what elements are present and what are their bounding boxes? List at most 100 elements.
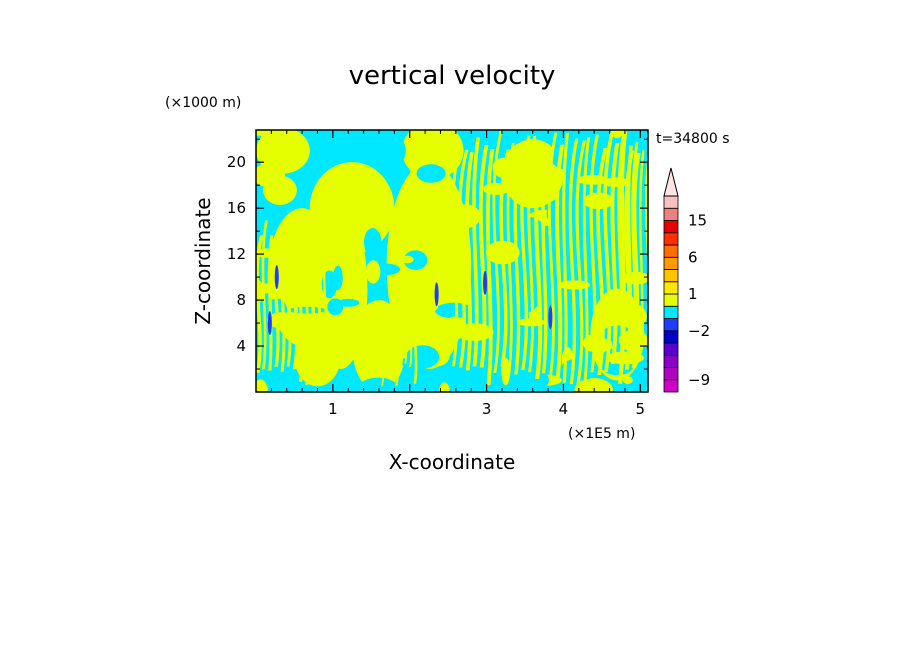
field-stripe — [380, 306, 386, 386]
field-blob — [256, 163, 286, 188]
field-blob — [335, 312, 372, 329]
field-stripe — [485, 149, 495, 386]
y-tick-label: 12 — [227, 245, 246, 263]
field-stripe — [280, 224, 287, 372]
field-stripe — [408, 312, 414, 368]
field-blob — [365, 260, 381, 284]
field-blob — [605, 351, 645, 365]
field-stripe — [547, 132, 558, 379]
field-stripe — [390, 303, 395, 369]
field-blob — [337, 298, 360, 307]
colorbar-level — [663, 330, 679, 344]
x-tick-label: 3 — [482, 400, 492, 418]
field-stripe — [527, 135, 537, 373]
field-blob — [523, 370, 549, 391]
field-stripe — [575, 140, 586, 384]
field-stripe — [367, 312, 372, 377]
field-blob — [401, 255, 414, 264]
y-tick-label: 4 — [236, 337, 246, 355]
field-blob — [344, 276, 365, 291]
field-stripe — [465, 152, 474, 371]
field-stripe — [632, 152, 641, 344]
colorbar-level — [663, 244, 679, 258]
field-blob — [386, 137, 406, 165]
y-unit-label: (×1000 m) — [165, 95, 241, 111]
field-stripe — [317, 229, 324, 379]
field-stripe — [639, 150, 645, 354]
time-label: t=34800 s — [656, 131, 730, 147]
field-stripe — [513, 147, 523, 375]
plot-frame — [255, 129, 649, 393]
field-stripe — [451, 150, 461, 367]
field-stripe — [371, 321, 378, 376]
field-blob — [439, 382, 450, 392]
field-stripe — [298, 233, 305, 382]
field-blob — [358, 377, 399, 392]
chart-title: vertical velocity — [349, 61, 556, 91]
field-stripe — [478, 145, 489, 368]
field-blob — [444, 316, 465, 341]
field-stripe — [256, 235, 264, 373]
field-blob — [610, 130, 624, 139]
field-stripe — [310, 238, 318, 385]
field-blob — [363, 228, 382, 257]
field-core — [267, 311, 272, 336]
field-blob — [405, 298, 439, 315]
field-stripe — [413, 300, 419, 384]
y-axis-label: Z-coordinate — [191, 197, 215, 324]
field-stripe — [499, 149, 511, 367]
colorbar-level — [663, 269, 679, 283]
field-blob — [294, 328, 341, 387]
colorbar-level — [663, 354, 679, 368]
field-cores — [267, 265, 553, 336]
field-stripe — [376, 314, 382, 377]
field-stripe — [506, 142, 515, 376]
field-stripe — [534, 143, 545, 379]
field-blob — [416, 164, 446, 183]
field-stripe — [603, 132, 614, 372]
colorbar-level — [663, 342, 679, 356]
colorbar-level — [663, 256, 679, 270]
colorbar-overflow-triangle — [663, 167, 679, 197]
x-tick-label: 5 — [636, 400, 646, 418]
field-blob — [327, 298, 344, 316]
field-stripe — [304, 229, 312, 386]
field-core — [483, 270, 488, 295]
field-stripe — [323, 228, 330, 377]
field-stripe — [385, 305, 390, 371]
colorbar-level — [663, 367, 679, 381]
field-stripe — [582, 136, 591, 384]
field-stripe — [492, 130, 503, 373]
x-axis-label: X-coordinate — [389, 450, 516, 474]
field-stripe — [399, 317, 404, 365]
field-stripe — [394, 317, 400, 386]
colorbar-label: 15 — [688, 212, 707, 230]
y-tick-label: 20 — [227, 153, 246, 171]
field-core — [434, 282, 439, 307]
field-stripes — [256, 130, 648, 386]
field-stripe — [261, 220, 268, 370]
field-blob — [405, 345, 440, 369]
field-blob — [314, 139, 332, 162]
colorbar-label: −9 — [688, 371, 710, 389]
field-blob — [259, 130, 294, 144]
field-blob — [619, 303, 647, 330]
contour-field — [256, 130, 648, 392]
colorbar-level — [663, 207, 679, 221]
field-stripe — [267, 235, 274, 371]
field-stripe — [589, 134, 599, 373]
field-stripe — [562, 132, 570, 383]
field-blob — [387, 209, 403, 231]
field-core — [274, 265, 279, 290]
y-tick-label: 8 — [236, 291, 246, 309]
field-stripe — [626, 145, 633, 344]
colorbar-level — [663, 232, 679, 246]
field-blob — [574, 377, 613, 392]
colorbar-level — [663, 318, 679, 332]
field-blob — [434, 302, 473, 319]
field-stripe — [568, 138, 579, 385]
field-stripe — [457, 149, 469, 368]
field-blob — [439, 185, 450, 193]
